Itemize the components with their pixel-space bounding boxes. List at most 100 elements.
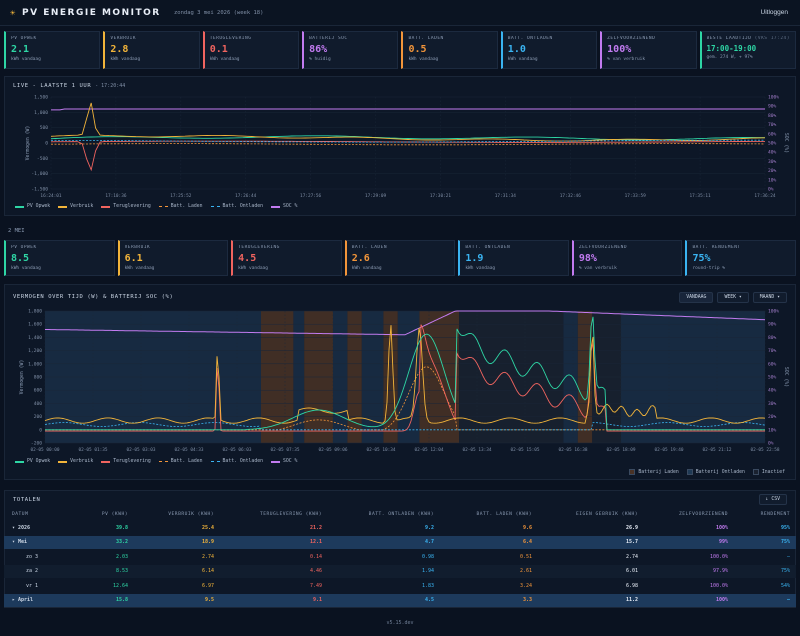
top-card: BATT. LADEN 0.5 kWh vandaag [401, 31, 498, 69]
live-chart-title: LIVE - LAATSTE 1 UUR - 17:20:44 [13, 83, 126, 89]
legend-item[interactable]: Batt. Laden [158, 204, 203, 209]
live-chart-panel: LIVE - LAATSTE 1 UUR - 17:20:44 1,500 1,0… [4, 76, 796, 216]
legend-item[interactable]: Verbruik [58, 204, 93, 209]
column-header: BATT. LADEN (KWH) [476, 512, 532, 517]
battery-state-legend: Batterij Laden Batterij Ontladen Inactief [629, 469, 785, 475]
legend-item[interactable]: Teruglevering [101, 204, 151, 209]
x-tick-label: 17:31:34 [495, 193, 517, 199]
legend-swatch [270, 460, 280, 463]
table-cell: 3.24 [519, 582, 532, 589]
x-tick-label: 17:35:11 [690, 193, 712, 199]
table-row[interactable]: za 2 8.53 6.14 4.46 1.94 2.61 6.01 97.9% 75% [4, 564, 796, 578]
y-tick-label: -1,500 [31, 187, 48, 193]
x-tick-label: 02-05 10:34 [366, 447, 395, 453]
legend-label: Verbruik [70, 459, 94, 464]
card-label: BATT. RENDEMENT [692, 245, 790, 250]
y2-tick-label: 40% [768, 388, 777, 394]
range-button[interactable]: MAAND ▾ [752, 292, 787, 303]
day-series-line [45, 310, 766, 336]
legend-item[interactable]: PV Opwek [15, 459, 50, 464]
column-header: RENDEMENT [760, 512, 790, 517]
table-cell: 0.14 [309, 553, 322, 560]
legend-swatch [210, 461, 220, 462]
day-card: PV OPWEK 8.5 kWh vandaag [4, 240, 115, 276]
table-cell: 25.4 [201, 524, 214, 531]
x-tick-label: 02-05 16:38 [558, 447, 587, 453]
logout-link[interactable]: Uitloggen [760, 9, 788, 16]
card-value: 8.5 [11, 253, 30, 264]
x-tick-label: 02-05 07:35 [270, 447, 299, 453]
legend-label: SOC % [282, 204, 298, 209]
y-tick-label: 600 [34, 388, 43, 394]
x-tick-label: 17:30:21 [430, 193, 452, 199]
card-value: 2.8 [110, 44, 129, 55]
x-tick-label: 02-05 06:03 [222, 447, 251, 453]
range-button[interactable]: WEEK ▾ [717, 292, 749, 303]
y2-tick-label: 70% [768, 348, 777, 354]
card-subtitle: kWh vandaag [507, 57, 538, 62]
table-cell: 75% [780, 539, 790, 545]
card-label: ZELFVOORZIENEND [579, 245, 677, 250]
legend-item[interactable]: PV Opwek [15, 204, 50, 209]
x-tick-label: 02-05 04:33 [174, 447, 203, 453]
legend-label: Batt. Ontladen [222, 204, 263, 209]
y2-tick-label: 30% [768, 401, 777, 407]
range-buttons: VANDAAG WEEK ▾ MAAND ▾ [679, 292, 787, 303]
y2-tick-label: 10% [768, 427, 777, 433]
card-label-text: ZELFVOORZIENEND [607, 36, 656, 41]
table-cell: 95% [780, 524, 790, 531]
table-cell: ▾ Mei [12, 539, 28, 545]
legend-item[interactable]: SOC % [270, 459, 297, 464]
table-row[interactable]: vr 1 12.64 6.97 7.49 1.83 3.24 6.98 100.0% 54% [4, 579, 796, 592]
y-tick-label: 1,200 [28, 348, 42, 354]
state-legend-label: Batterij Ontladen [695, 469, 745, 475]
day-card: TERUGLEVERING 4.5 kWh vandaag [231, 240, 342, 276]
legend-item[interactable]: Verbruik [58, 459, 93, 464]
table-row[interactable]: ▾ 2026 39.8 25.4 21.2 9.2 9.6 26.9 100% 95% [4, 521, 796, 534]
legend-item[interactable]: Batt. Ontladen [210, 459, 263, 464]
card-label: BATT. ONTLADEN [465, 245, 563, 250]
card-value: 17:00-19:00 [706, 44, 757, 53]
legend-swatch [101, 460, 111, 463]
x-tick-label: 16:24:01 [40, 193, 62, 199]
legend-item[interactable]: Batt. Laden [158, 459, 203, 464]
day-series-line [44, 422, 766, 431]
range-button[interactable]: VANDAAG [679, 292, 714, 303]
table-cell: 2.61 [519, 568, 532, 574]
table-row[interactable]: ▸ April 15.8 9.5 9.1 4.5 3.3 11.2 100% — [4, 593, 796, 607]
y2-tick-label: 0% [768, 187, 774, 193]
card-label: PV OPWEK [11, 36, 94, 41]
y2-tick-label: 50% [768, 141, 777, 147]
table-cell: 4.46 [309, 568, 322, 574]
card-label-text: BESTE LAADTIJD [706, 36, 752, 41]
column-header: EIGEN GEBRUIK (KWH) [575, 512, 638, 517]
y2-tick-label: 60% [768, 361, 777, 367]
card-label: TERUGLEVERING [238, 245, 336, 250]
table-cell: 4.5 [424, 597, 434, 603]
state-swatch [686, 469, 693, 475]
table-cell: 54% [780, 582, 790, 589]
legend-label: Teruglevering [113, 459, 151, 464]
legend-swatch [158, 461, 168, 462]
column-header: PV (KWH) [101, 512, 128, 517]
table-row[interactable]: zo 3 2.03 2.74 0.14 0.98 0.51 2.74 100.0% — [4, 550, 796, 563]
card-subtitle: kWh vandaag [11, 266, 41, 271]
table-cell: 33.2 [115, 539, 128, 545]
table-cell: 9.6 [522, 524, 532, 531]
legend-item[interactable]: Batt. Ontladen [210, 204, 263, 209]
table-cell: 100% [715, 524, 728, 531]
table-header-row: DATUM PV (KWH) VERBRUIK (KWH) TERUGLEVERING… [4, 508, 796, 521]
legend-swatch [58, 460, 68, 463]
y2-tick-label: 10% [768, 177, 777, 183]
card-value: 100% [607, 44, 632, 55]
legend-item[interactable]: SOC % [270, 204, 298, 209]
table-row[interactable]: ▾ Mei 33.2 18.9 12.1 4.7 6.4 15.7 99% 75% [4, 535, 796, 549]
day-power-chart: 1,800 1,600 1,400 1,200 1,000 800 600 400 200 0 -2… [19, 309, 789, 454]
csv-export-button[interactable]: ↓ CSV [758, 494, 787, 505]
state-legend-label: Inactief [761, 469, 785, 475]
card-subtitle: kWh vandaag [238, 266, 268, 271]
card-subtitle: kWh vandaag [209, 57, 240, 62]
day-chart-panel: VERMOGEN OVER TIJD (W) & BATTERIJ SOC (%… [4, 284, 796, 480]
legend-item[interactable]: Teruglevering [101, 459, 151, 464]
legend-label: Verbruik [70, 204, 94, 209]
